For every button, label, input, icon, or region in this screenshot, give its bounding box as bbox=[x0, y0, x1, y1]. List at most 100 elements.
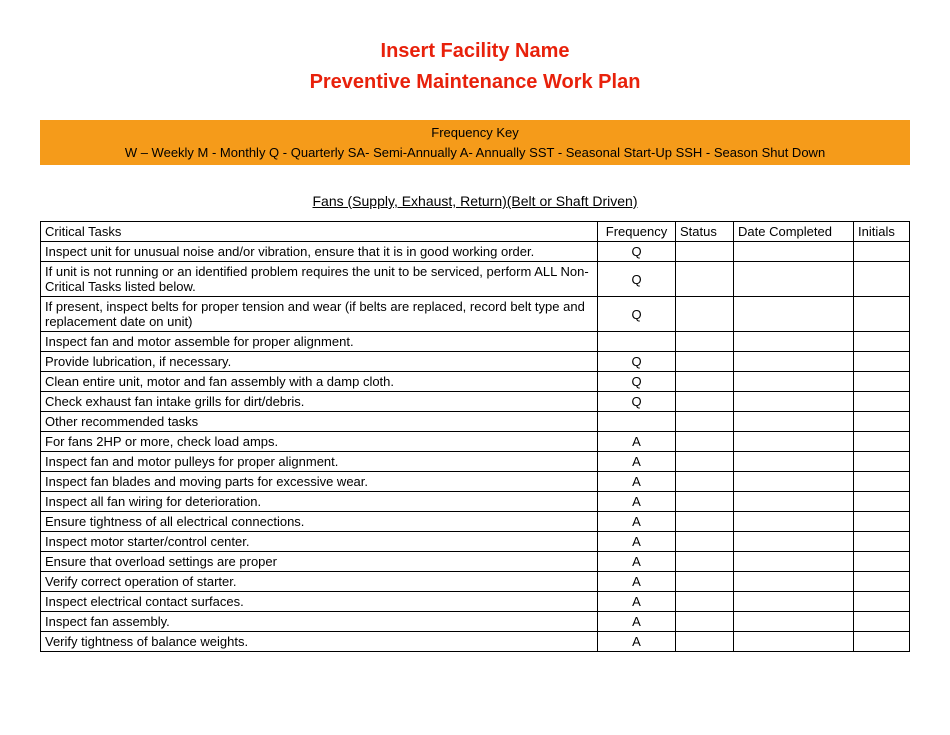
table-row: Inspect fan assembly.A bbox=[41, 612, 910, 632]
cell-status bbox=[676, 492, 734, 512]
cell-task: Inspect fan and motor pulleys for proper… bbox=[41, 452, 598, 472]
cell-status bbox=[676, 472, 734, 492]
cell-date-completed bbox=[734, 297, 854, 332]
cell-task: Ensure that overload settings are proper bbox=[41, 552, 598, 572]
cell-initials bbox=[854, 372, 910, 392]
cell-status bbox=[676, 352, 734, 372]
table-row: If present, inspect belts for proper ten… bbox=[41, 297, 910, 332]
cell-status bbox=[676, 262, 734, 297]
table-row: Verify tightness of balance weights.A bbox=[41, 632, 910, 652]
cell-status bbox=[676, 512, 734, 532]
cell-frequency: A bbox=[598, 532, 676, 552]
table-row: Inspect motor starter/control center.A bbox=[41, 532, 910, 552]
frequency-key-items: W – Weekly M - Monthly Q - Quarterly SA-… bbox=[46, 143, 904, 163]
table-row: Other recommended tasks bbox=[41, 412, 910, 432]
cell-frequency: Q bbox=[598, 352, 676, 372]
table-row: Provide lubrication, if necessary.Q bbox=[41, 352, 910, 372]
cell-initials bbox=[854, 242, 910, 262]
cell-frequency: A bbox=[598, 492, 676, 512]
table-row: Ensure tightness of all electrical conne… bbox=[41, 512, 910, 532]
cell-frequency: Q bbox=[598, 297, 676, 332]
maintenance-table: Critical Tasks Frequency Status Date Com… bbox=[40, 221, 910, 652]
cell-initials bbox=[854, 432, 910, 452]
cell-initials bbox=[854, 572, 910, 592]
cell-status bbox=[676, 242, 734, 262]
col-initials: Initials bbox=[854, 222, 910, 242]
cell-status bbox=[676, 332, 734, 352]
cell-task: Inspect fan assembly. bbox=[41, 612, 598, 632]
cell-date-completed bbox=[734, 332, 854, 352]
cell-date-completed bbox=[734, 632, 854, 652]
cell-frequency: A bbox=[598, 632, 676, 652]
col-date: Date Completed bbox=[734, 222, 854, 242]
table-row: Clean entire unit, motor and fan assembl… bbox=[41, 372, 910, 392]
cell-initials bbox=[854, 632, 910, 652]
table-row: Inspect electrical contact surfaces.A bbox=[41, 592, 910, 612]
cell-date-completed bbox=[734, 512, 854, 532]
cell-frequency: A bbox=[598, 472, 676, 492]
cell-frequency: A bbox=[598, 572, 676, 592]
cell-date-completed bbox=[734, 552, 854, 572]
cell-date-completed bbox=[734, 372, 854, 392]
cell-date-completed bbox=[734, 532, 854, 552]
table-row: Check exhaust fan intake grills for dirt… bbox=[41, 392, 910, 412]
cell-date-completed bbox=[734, 472, 854, 492]
cell-frequency: A bbox=[598, 592, 676, 612]
cell-task: If unit is not running or an identified … bbox=[41, 262, 598, 297]
cell-task: Ensure tightness of all electrical conne… bbox=[41, 512, 598, 532]
cell-initials bbox=[854, 472, 910, 492]
cell-task: Other recommended tasks bbox=[41, 412, 598, 432]
cell-date-completed bbox=[734, 412, 854, 432]
col-frequency: Frequency bbox=[598, 222, 676, 242]
cell-status bbox=[676, 392, 734, 412]
cell-initials bbox=[854, 352, 910, 372]
table-header-row: Critical Tasks Frequency Status Date Com… bbox=[41, 222, 910, 242]
cell-frequency: Q bbox=[598, 372, 676, 392]
plan-subtitle: Preventive Maintenance Work Plan bbox=[40, 71, 910, 94]
cell-date-completed bbox=[734, 592, 854, 612]
table-row: Inspect fan blades and moving parts for … bbox=[41, 472, 910, 492]
cell-frequency: Q bbox=[598, 262, 676, 297]
cell-task: Verify tightness of balance weights. bbox=[41, 632, 598, 652]
section-heading: Fans (Supply, Exhaust, Return)(Belt or S… bbox=[40, 193, 910, 209]
cell-initials bbox=[854, 332, 910, 352]
cell-frequency bbox=[598, 412, 676, 432]
document-page: Insert Facility Name Preventive Maintena… bbox=[0, 0, 950, 712]
cell-status bbox=[676, 432, 734, 452]
cell-initials bbox=[854, 512, 910, 532]
cell-initials bbox=[854, 532, 910, 552]
frequency-key-title: Frequency Key bbox=[46, 123, 904, 143]
cell-initials bbox=[854, 392, 910, 412]
cell-initials bbox=[854, 492, 910, 512]
col-status: Status bbox=[676, 222, 734, 242]
col-tasks: Critical Tasks bbox=[41, 222, 598, 242]
cell-frequency: A bbox=[598, 612, 676, 632]
cell-initials bbox=[854, 297, 910, 332]
table-row: For fans 2HP or more, check load amps.A bbox=[41, 432, 910, 452]
cell-status bbox=[676, 412, 734, 432]
cell-initials bbox=[854, 612, 910, 632]
cell-frequency bbox=[598, 332, 676, 352]
cell-frequency: A bbox=[598, 432, 676, 452]
cell-task: Clean entire unit, motor and fan assembl… bbox=[41, 372, 598, 392]
cell-frequency: A bbox=[598, 552, 676, 572]
table-row: Inspect unit for unusual noise and/or vi… bbox=[41, 242, 910, 262]
cell-initials bbox=[854, 552, 910, 572]
cell-status bbox=[676, 532, 734, 552]
cell-date-completed bbox=[734, 452, 854, 472]
cell-date-completed bbox=[734, 572, 854, 592]
cell-date-completed bbox=[734, 352, 854, 372]
facility-name-title: Insert Facility Name bbox=[40, 40, 910, 63]
frequency-key-bar: Frequency Key W – Weekly M - Monthly Q -… bbox=[40, 120, 910, 165]
cell-initials bbox=[854, 412, 910, 432]
cell-status bbox=[676, 372, 734, 392]
cell-status bbox=[676, 297, 734, 332]
cell-frequency: Q bbox=[598, 392, 676, 412]
cell-date-completed bbox=[734, 392, 854, 412]
cell-status bbox=[676, 612, 734, 632]
cell-frequency: Q bbox=[598, 242, 676, 262]
cell-task: Inspect all fan wiring for deterioration… bbox=[41, 492, 598, 512]
cell-initials bbox=[854, 592, 910, 612]
cell-frequency: A bbox=[598, 512, 676, 532]
table-row: Inspect fan and motor assemble for prope… bbox=[41, 332, 910, 352]
